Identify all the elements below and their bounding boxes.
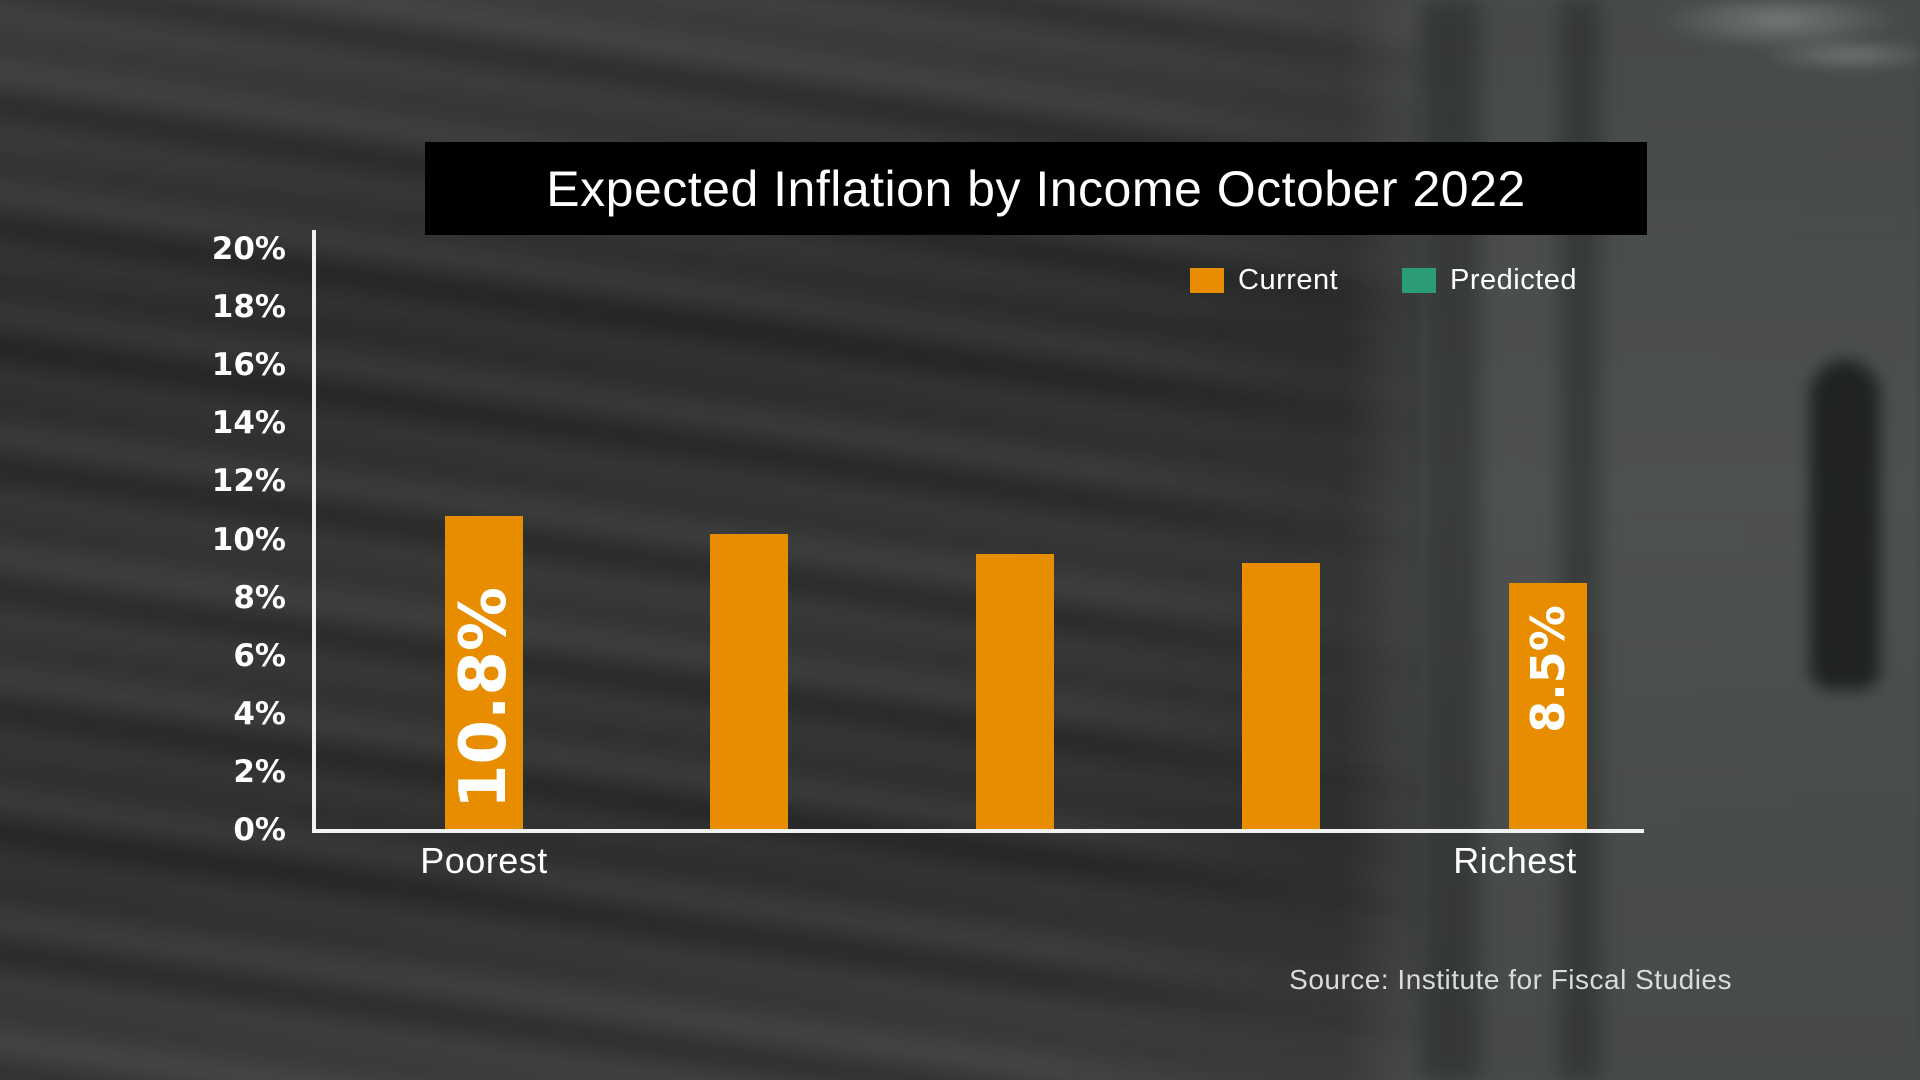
legend-swatch-current [1190, 267, 1224, 293]
y-tick-label: 16% [211, 347, 286, 384]
bar-3 [976, 554, 1054, 830]
y-tick-label: 6% [233, 637, 286, 674]
legend-label-predicted: Predicted [1450, 263, 1578, 296]
bar-1: 10.8% [445, 516, 523, 830]
y-tick-label: 18% [211, 289, 286, 326]
y-axis-line [312, 230, 316, 833]
y-tick-label: 12% [211, 463, 286, 500]
y-tick-label: 8% [233, 579, 286, 616]
bar-value-label: 8.5% [1521, 605, 1575, 734]
legend-item-predicted: Predicted [1402, 262, 1577, 298]
y-tick-label: 4% [233, 695, 286, 732]
x-label-richest: Richest [1453, 840, 1577, 881]
chart-title: Expected Inflation by Income October 202… [546, 160, 1526, 217]
y-tick-label: 20% [211, 231, 286, 267]
legend-label-current: Current [1238, 263, 1339, 296]
bar-4 [1242, 562, 1320, 830]
bar-2 [710, 533, 788, 830]
chart-title-box: Expected Inflation by Income October 202… [425, 142, 1647, 235]
y-tick-label: 14% [211, 405, 286, 442]
legend-swatch-predicted [1402, 267, 1436, 293]
source-caption: Source: Institute for Fiscal Studies [1289, 964, 1732, 995]
bar-5: 8.5% [1509, 583, 1587, 830]
y-tick-label: 2% [233, 753, 286, 790]
y-tick-label: 0% [233, 812, 286, 848]
legend-item-current: Current [1190, 262, 1338, 298]
x-axis-line [312, 829, 1644, 833]
background-person-silhouette [1810, 360, 1880, 690]
y-tick-label: 10% [211, 521, 286, 558]
x-label-poorest: Poorest [420, 840, 548, 881]
bar-value-label: 10.8% [447, 587, 521, 810]
